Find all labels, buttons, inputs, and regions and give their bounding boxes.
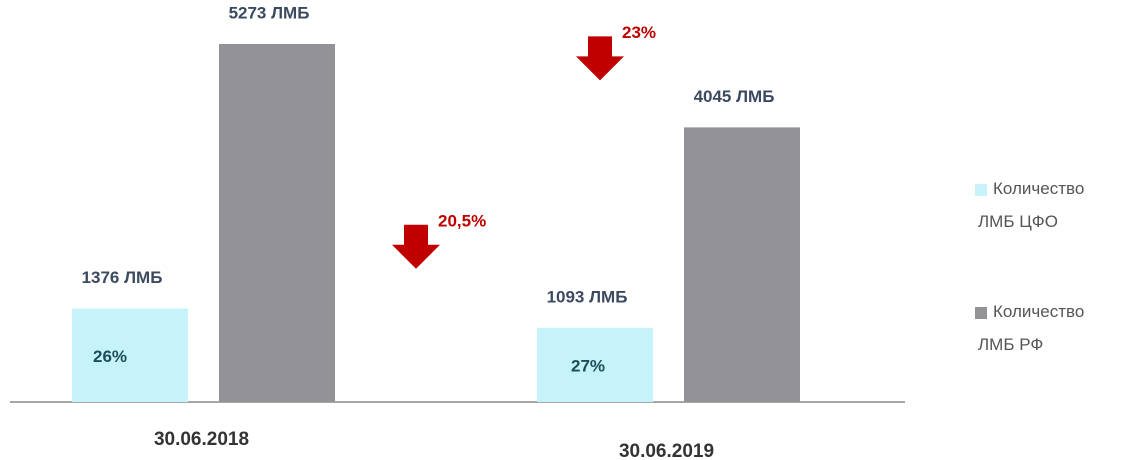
value-label: 5273 ЛМБ bbox=[229, 3, 310, 22]
change-label: 20,5% bbox=[438, 211, 486, 230]
legend-swatch bbox=[975, 184, 987, 196]
change-label: 23% bbox=[622, 23, 656, 42]
value-label: 4045 ЛМБ bbox=[694, 87, 775, 106]
down-arrow bbox=[392, 224, 440, 269]
bar bbox=[72, 308, 188, 402]
x-tick-label: 30.06.2019 bbox=[619, 441, 714, 460]
value-label: 1376 ЛМБ bbox=[82, 268, 163, 287]
x-tick-label: 30.06.2018 bbox=[154, 429, 249, 450]
inner-label: 27% bbox=[571, 356, 605, 375]
bar bbox=[684, 127, 800, 402]
bar bbox=[219, 44, 335, 402]
legend-swatch bbox=[975, 307, 987, 319]
legend-label: Количество ЛМБ ЦФО bbox=[978, 179, 1089, 231]
down-arrow bbox=[576, 36, 624, 81]
value-label: 1093 ЛМБ bbox=[547, 287, 628, 306]
inner-label: 26% bbox=[93, 347, 127, 366]
legend-label: Количество ЛМБ РФ bbox=[978, 302, 1089, 354]
bar bbox=[537, 327, 653, 402]
